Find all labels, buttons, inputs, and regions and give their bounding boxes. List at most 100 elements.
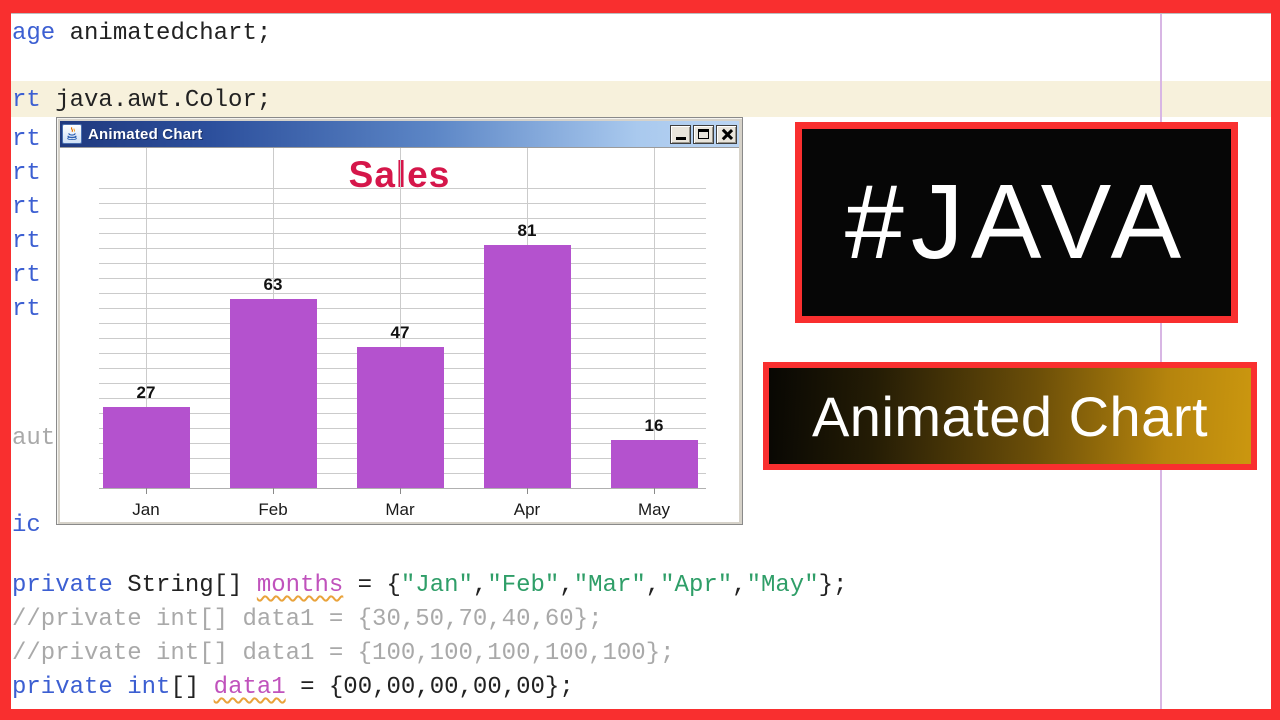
close-icon [721, 128, 733, 140]
bar [610, 440, 698, 488]
syntax-token-kw: rt [12, 160, 41, 187]
syntax-token-field: data1 [213, 674, 286, 701]
syntax-token-plain [113, 674, 127, 701]
syntax-token-plain: }; [818, 572, 848, 599]
animated-chart-banner: Animated Chart [763, 362, 1257, 470]
page-border-bottom [0, 709, 1280, 720]
code-line: private int[] data1 = {00,00,00,00,00}; [12, 674, 574, 703]
x-axis-label: May [637, 500, 671, 519]
syntax-token-str: "Feb" [487, 572, 560, 599]
syntax-token-plain: , [559, 572, 574, 599]
chart-canvas: Sales 27 Jan 63 Feb 47 Mar 81 Apr 16 May [60, 147, 739, 522]
bar-value-label: 81 [517, 221, 537, 240]
bar-value-label: 63 [263, 275, 283, 294]
maximize-button[interactable] [693, 124, 714, 144]
gridline-horizontal [99, 233, 706, 234]
bar-value-label: 47 [390, 323, 410, 342]
syntax-token-kw: rt [12, 296, 41, 323]
gridline-horizontal [99, 278, 706, 279]
bar [229, 299, 317, 488]
current-line-highlight [11, 81, 1271, 117]
gridline-horizontal [99, 488, 706, 489]
gridline-horizontal [99, 263, 706, 264]
axis-tick [146, 488, 147, 494]
gridline-vertical [654, 148, 655, 488]
close-button[interactable] [716, 124, 737, 144]
syntax-token-plain: String[] [112, 572, 257, 599]
syntax-token-kw: rt [12, 87, 41, 114]
gridline-horizontal [99, 338, 706, 339]
gridline-horizontal [99, 323, 706, 324]
window-titlebar[interactable]: Animated Chart [60, 121, 739, 147]
java-hashtag-badge: #JAVA [795, 122, 1238, 323]
right-margin-guide-line [1160, 14, 1162, 709]
x-axis-label: Apr [513, 500, 541, 519]
syntax-token-kw: rt [12, 126, 41, 153]
code-line: //private int[] data1 = {30,50,70,40,60}… [12, 606, 603, 635]
syntax-token-kw: rt [12, 194, 41, 221]
code-line: ic [12, 512, 41, 541]
syntax-token-plain: , [645, 572, 661, 599]
axis-tick [527, 488, 528, 494]
gridline-horizontal [99, 203, 706, 204]
bar [356, 347, 444, 488]
bar-value-label: 16 [644, 416, 664, 435]
code-line: private String[] months = {"Jan","Feb","… [12, 572, 847, 601]
syntax-token-kw: private [12, 572, 113, 599]
syntax-token-plain: java.awt.Color; [40, 87, 272, 114]
editor-top-divider [11, 13, 1271, 14]
syntax-token-str: "May" [746, 572, 819, 599]
syntax-token-plain: = { [343, 572, 401, 599]
banner-text: Animated Chart [811, 384, 1209, 448]
window-controls [670, 124, 737, 144]
gridline-horizontal [99, 293, 706, 294]
axis-tick [273, 488, 274, 494]
syntax-token-field: months [256, 572, 344, 599]
code-line: rt [12, 262, 41, 291]
syntax-token-plain: = {00,00,00,00,00}; [285, 674, 574, 701]
syntax-token-kw: private [12, 674, 113, 701]
bar [483, 245, 571, 488]
gridline-horizontal [99, 248, 706, 249]
page-border-top [0, 0, 1280, 13]
syntax-token-comment: aut [12, 425, 56, 452]
syntax-token-kw: rt [12, 228, 41, 255]
x-axis-label: Mar [385, 500, 415, 519]
code-line: aut [12, 425, 55, 454]
minimize-icon [675, 137, 686, 140]
gridline-horizontal [99, 188, 706, 189]
syntax-token-str: "Mar" [573, 572, 646, 599]
minimize-button[interactable] [670, 124, 691, 144]
syntax-token-comment: //private int[] data1 = {100,100,100,100… [12, 640, 675, 667]
page-border-right [1271, 0, 1280, 720]
code-line: rt [12, 228, 41, 257]
code-line: rt [12, 126, 41, 155]
code-line: age animatedchart; [12, 20, 271, 49]
code-line: rt [12, 160, 41, 189]
syntax-token-kw: rt [12, 262, 41, 289]
window-title: Animated Chart [88, 125, 203, 143]
syntax-token-kw: age [12, 20, 56, 47]
bar [102, 407, 190, 488]
axis-tick [400, 488, 401, 494]
code-line: //private int[] data1 = {100,100,100,100… [12, 640, 675, 669]
maximize-icon [698, 129, 709, 139]
gridline-horizontal [99, 308, 706, 309]
syntax-token-comment: //private int[] data1 = {30,50,70,40,60}… [12, 606, 603, 633]
gridline-vertical [146, 148, 147, 488]
gridline-vertical [400, 148, 401, 488]
bar-value-label: 27 [136, 383, 156, 402]
java-hashtag-text: #JAVA [844, 163, 1189, 281]
code-line: rt [12, 296, 41, 325]
syntax-token-str: "Jan" [400, 572, 473, 599]
syntax-token-kw: ic [12, 512, 41, 539]
code-line: rt [12, 194, 41, 223]
syntax-token-plain: , [472, 572, 488, 599]
code-line: rt java.awt.Color; [12, 87, 271, 116]
java-coffee-cup-icon [62, 124, 82, 144]
x-axis-label: Jan [132, 500, 160, 519]
page-border-left [0, 0, 11, 720]
syntax-token-plain: animatedchart; [55, 20, 272, 47]
